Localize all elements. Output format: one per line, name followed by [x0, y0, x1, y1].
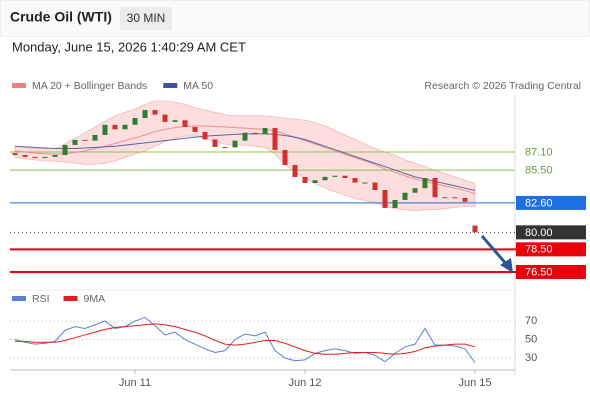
candle — [262, 127, 268, 134]
level-label: 78.50 — [525, 244, 553, 256]
candle — [472, 225, 478, 233]
candle — [212, 139, 218, 147]
legend-swatch — [163, 83, 178, 88]
level-label: 87.10 — [525, 146, 553, 158]
indicator-line — [14, 316, 476, 363]
candle — [352, 177, 358, 183]
candle — [342, 175, 348, 178]
candle — [192, 126, 198, 132]
level-label: 82.60 — [525, 197, 553, 209]
candle — [222, 146, 228, 148]
candle — [182, 120, 188, 127]
level-label-box — [516, 264, 586, 279]
arrow-head — [500, 258, 513, 273]
legend-label: RSI — [32, 293, 50, 305]
candle — [12, 153, 18, 156]
candle — [302, 176, 308, 183]
level-label: 85.50 — [525, 164, 553, 176]
candle — [72, 139, 78, 145]
candle — [282, 149, 288, 165]
candle — [402, 192, 408, 200]
candle — [22, 155, 28, 157]
candle — [382, 190, 388, 209]
level-label: 80.00 — [525, 227, 553, 239]
candle — [102, 124, 108, 135]
candle — [292, 164, 298, 177]
subtitle: Monday, June 15, 2026 1:40:29 AM CET — [12, 39, 246, 54]
candle — [372, 182, 378, 190]
candle — [412, 188, 418, 193]
x-tick-label: Jun 12 — [288, 377, 321, 389]
x-tick-label: Jun 11 — [119, 377, 151, 389]
candle — [462, 197, 468, 202]
candle — [172, 120, 178, 122]
candle — [92, 134, 98, 141]
forecast-arrow — [480, 235, 510, 267]
x-tick-label: Jun 15 — [458, 377, 491, 389]
candle — [322, 176, 328, 181]
candle — [62, 144, 68, 156]
candle — [152, 110, 158, 115]
candle — [112, 124, 118, 130]
candle — [272, 127, 278, 150]
legend-swatch — [12, 83, 26, 88]
candle — [422, 177, 428, 189]
candle — [242, 132, 248, 141]
candle — [202, 131, 208, 140]
bollinger-band — [14, 100, 476, 212]
header-bar — [0, 0, 590, 37]
level-label: 76.50 — [525, 266, 553, 278]
legend-swatch — [63, 296, 78, 301]
candle — [122, 124, 128, 130]
y-tick-label: 30 — [525, 352, 537, 364]
chart-title: Crude Oil (WTI) — [10, 9, 112, 25]
candle — [252, 132, 258, 134]
y-tick-label: 50 — [525, 333, 537, 345]
timeframe-box — [120, 7, 172, 30]
candle — [332, 175, 338, 177]
candle — [392, 199, 398, 209]
level-label-box — [516, 225, 586, 240]
candle — [132, 117, 138, 125]
candle — [452, 197, 458, 199]
moving-average — [14, 125, 476, 195]
candle — [142, 110, 148, 118]
level-label-box — [516, 242, 586, 257]
candle — [32, 156, 38, 158]
candle — [232, 140, 238, 148]
legend-swatch — [12, 296, 26, 301]
legend-label: MA 50 — [183, 80, 213, 92]
candle — [42, 156, 48, 158]
candle — [82, 139, 88, 141]
legend-label: 9MA — [84, 293, 106, 305]
candle — [312, 180, 318, 183]
indicator-line — [15, 323, 476, 355]
y-tick-label: 70 — [525, 315, 537, 327]
candle — [52, 155, 58, 157]
level-label-box — [516, 195, 586, 210]
legend-label: MA 20 + Bollinger Bands — [32, 80, 147, 92]
source: Research © 2026 Trading Central — [424, 80, 581, 92]
candle — [442, 197, 448, 199]
candle — [432, 177, 438, 198]
candle — [162, 114, 168, 122]
candle — [362, 182, 368, 184]
timeframe: 30 MIN — [127, 11, 166, 25]
